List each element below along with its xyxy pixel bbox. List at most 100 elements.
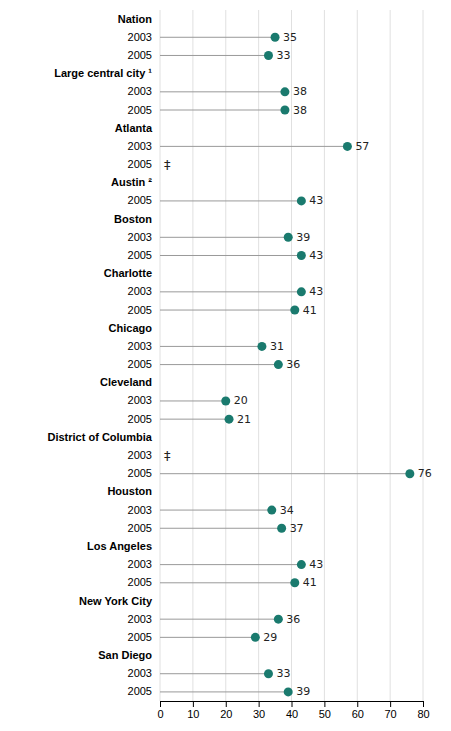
dot bbox=[271, 33, 280, 42]
dot bbox=[297, 287, 306, 296]
row-tick: 2005 bbox=[128, 522, 152, 534]
dot bbox=[405, 469, 414, 478]
dot bbox=[297, 560, 306, 569]
value-label: 41 bbox=[303, 576, 317, 589]
row-tick: 2005 bbox=[128, 249, 152, 261]
row-tick: Chicago bbox=[109, 322, 153, 334]
row-tick: 2003 bbox=[128, 231, 152, 243]
row-tick: District of Columbia bbox=[47, 431, 152, 443]
dot bbox=[264, 669, 273, 678]
x-tick: 40 bbox=[286, 701, 298, 720]
row-tick: 2005 bbox=[128, 467, 152, 479]
dot bbox=[284, 687, 293, 696]
stem bbox=[160, 510, 272, 511]
row-label: 2003 bbox=[128, 613, 152, 625]
row-tick: Houston bbox=[107, 485, 152, 497]
value-label: 43 bbox=[309, 285, 323, 298]
x-tick: 0 bbox=[157, 701, 163, 720]
dot bbox=[225, 415, 234, 424]
row-tick: Nation bbox=[118, 13, 153, 25]
stem bbox=[160, 110, 285, 111]
value-label: 38 bbox=[293, 85, 307, 98]
value-label: 33 bbox=[276, 49, 290, 62]
x-tick-label: 70 bbox=[385, 708, 397, 720]
grid-line bbox=[357, 10, 358, 701]
row-tick: Large central city ¹ bbox=[54, 67, 152, 79]
x-axis-line bbox=[161, 702, 424, 708]
value-label: 20 bbox=[234, 394, 248, 407]
stem bbox=[160, 691, 288, 692]
marks bbox=[160, 33, 414, 697]
value-label: 34 bbox=[280, 504, 294, 517]
stem bbox=[160, 582, 295, 583]
dot bbox=[280, 87, 289, 96]
x-tick-label: 10 bbox=[187, 708, 199, 720]
dot bbox=[284, 233, 293, 242]
row-label: 2003 bbox=[128, 140, 152, 152]
row-tick: 2005 bbox=[128, 576, 152, 588]
value-label: 41 bbox=[303, 304, 317, 317]
stem bbox=[160, 310, 295, 311]
row-label: 2005 bbox=[128, 576, 152, 588]
row-label: Boston bbox=[114, 213, 152, 225]
row-label: Nation bbox=[118, 13, 153, 25]
x-tick-mark bbox=[357, 701, 358, 707]
x-tick-label: 0 bbox=[157, 708, 163, 720]
row-tick: 2005 bbox=[128, 631, 152, 643]
row-label: 2003 bbox=[128, 504, 152, 516]
row-label: Cleveland bbox=[100, 376, 152, 388]
dot bbox=[290, 578, 299, 587]
x-tick-label: 80 bbox=[417, 708, 429, 720]
data-labels: 3533383857‡433943434131362021‡7634374341… bbox=[164, 31, 432, 699]
x-tick: 60 bbox=[352, 701, 364, 720]
x-tick: 10 bbox=[187, 701, 199, 720]
row-tick: 2005 bbox=[128, 104, 152, 116]
grid-line bbox=[324, 10, 325, 701]
x-tick-mark bbox=[160, 701, 161, 707]
value-label: 43 bbox=[309, 194, 323, 207]
stem bbox=[160, 146, 347, 147]
stem bbox=[160, 528, 282, 529]
dot bbox=[297, 196, 306, 205]
row-label: District of Columbia bbox=[47, 431, 152, 443]
row-tick: 2003 bbox=[128, 340, 152, 352]
x-tick-label: 20 bbox=[220, 708, 232, 720]
row-label: 2005 bbox=[128, 304, 152, 316]
stem bbox=[160, 200, 301, 201]
x-tick-mark bbox=[226, 701, 227, 707]
row-label: 2005 bbox=[128, 104, 152, 116]
x-tick-mark bbox=[193, 701, 194, 707]
row-label: 2005 bbox=[128, 467, 152, 479]
x-tick-mark bbox=[423, 701, 424, 707]
value-label: 21 bbox=[237, 413, 251, 426]
value-label: 36 bbox=[286, 358, 300, 371]
row-tick: Atlanta bbox=[115, 122, 153, 134]
row-tick: 2003 bbox=[128, 85, 152, 97]
grid-line bbox=[192, 10, 193, 701]
row-tick: 2005 bbox=[128, 194, 152, 206]
value-label: 76 bbox=[418, 467, 432, 480]
value-label: 35 bbox=[283, 31, 297, 44]
row-label: New York City bbox=[79, 595, 153, 607]
x-tick-mark bbox=[292, 701, 293, 707]
value-label: 33 bbox=[276, 667, 290, 680]
x-tick-mark bbox=[259, 701, 260, 707]
dot bbox=[277, 524, 286, 533]
stem bbox=[160, 637, 255, 638]
x-tick-label: 40 bbox=[286, 708, 298, 720]
row-labels: Nation 2003 2005 Large central city ¹ 2003 20… bbox=[47, 13, 152, 698]
stem bbox=[160, 400, 226, 401]
value-label: 57 bbox=[355, 140, 369, 153]
grid-line bbox=[258, 10, 259, 701]
row-tick: 2003 bbox=[128, 285, 152, 297]
x-tick: 30 bbox=[253, 701, 265, 720]
row-tick: New York City bbox=[79, 595, 153, 607]
row-label: Austin ² bbox=[111, 176, 152, 188]
x-tick-label: 50 bbox=[319, 708, 331, 720]
row-tick: 2005 bbox=[128, 304, 152, 316]
row-label: 2005 bbox=[128, 685, 152, 697]
row-label: San Diego bbox=[98, 649, 152, 661]
stem bbox=[160, 55, 268, 56]
value-label: 37 bbox=[290, 522, 304, 535]
x-axis: 0 10 20 30 40 50 60 70 80 bbox=[157, 701, 429, 720]
